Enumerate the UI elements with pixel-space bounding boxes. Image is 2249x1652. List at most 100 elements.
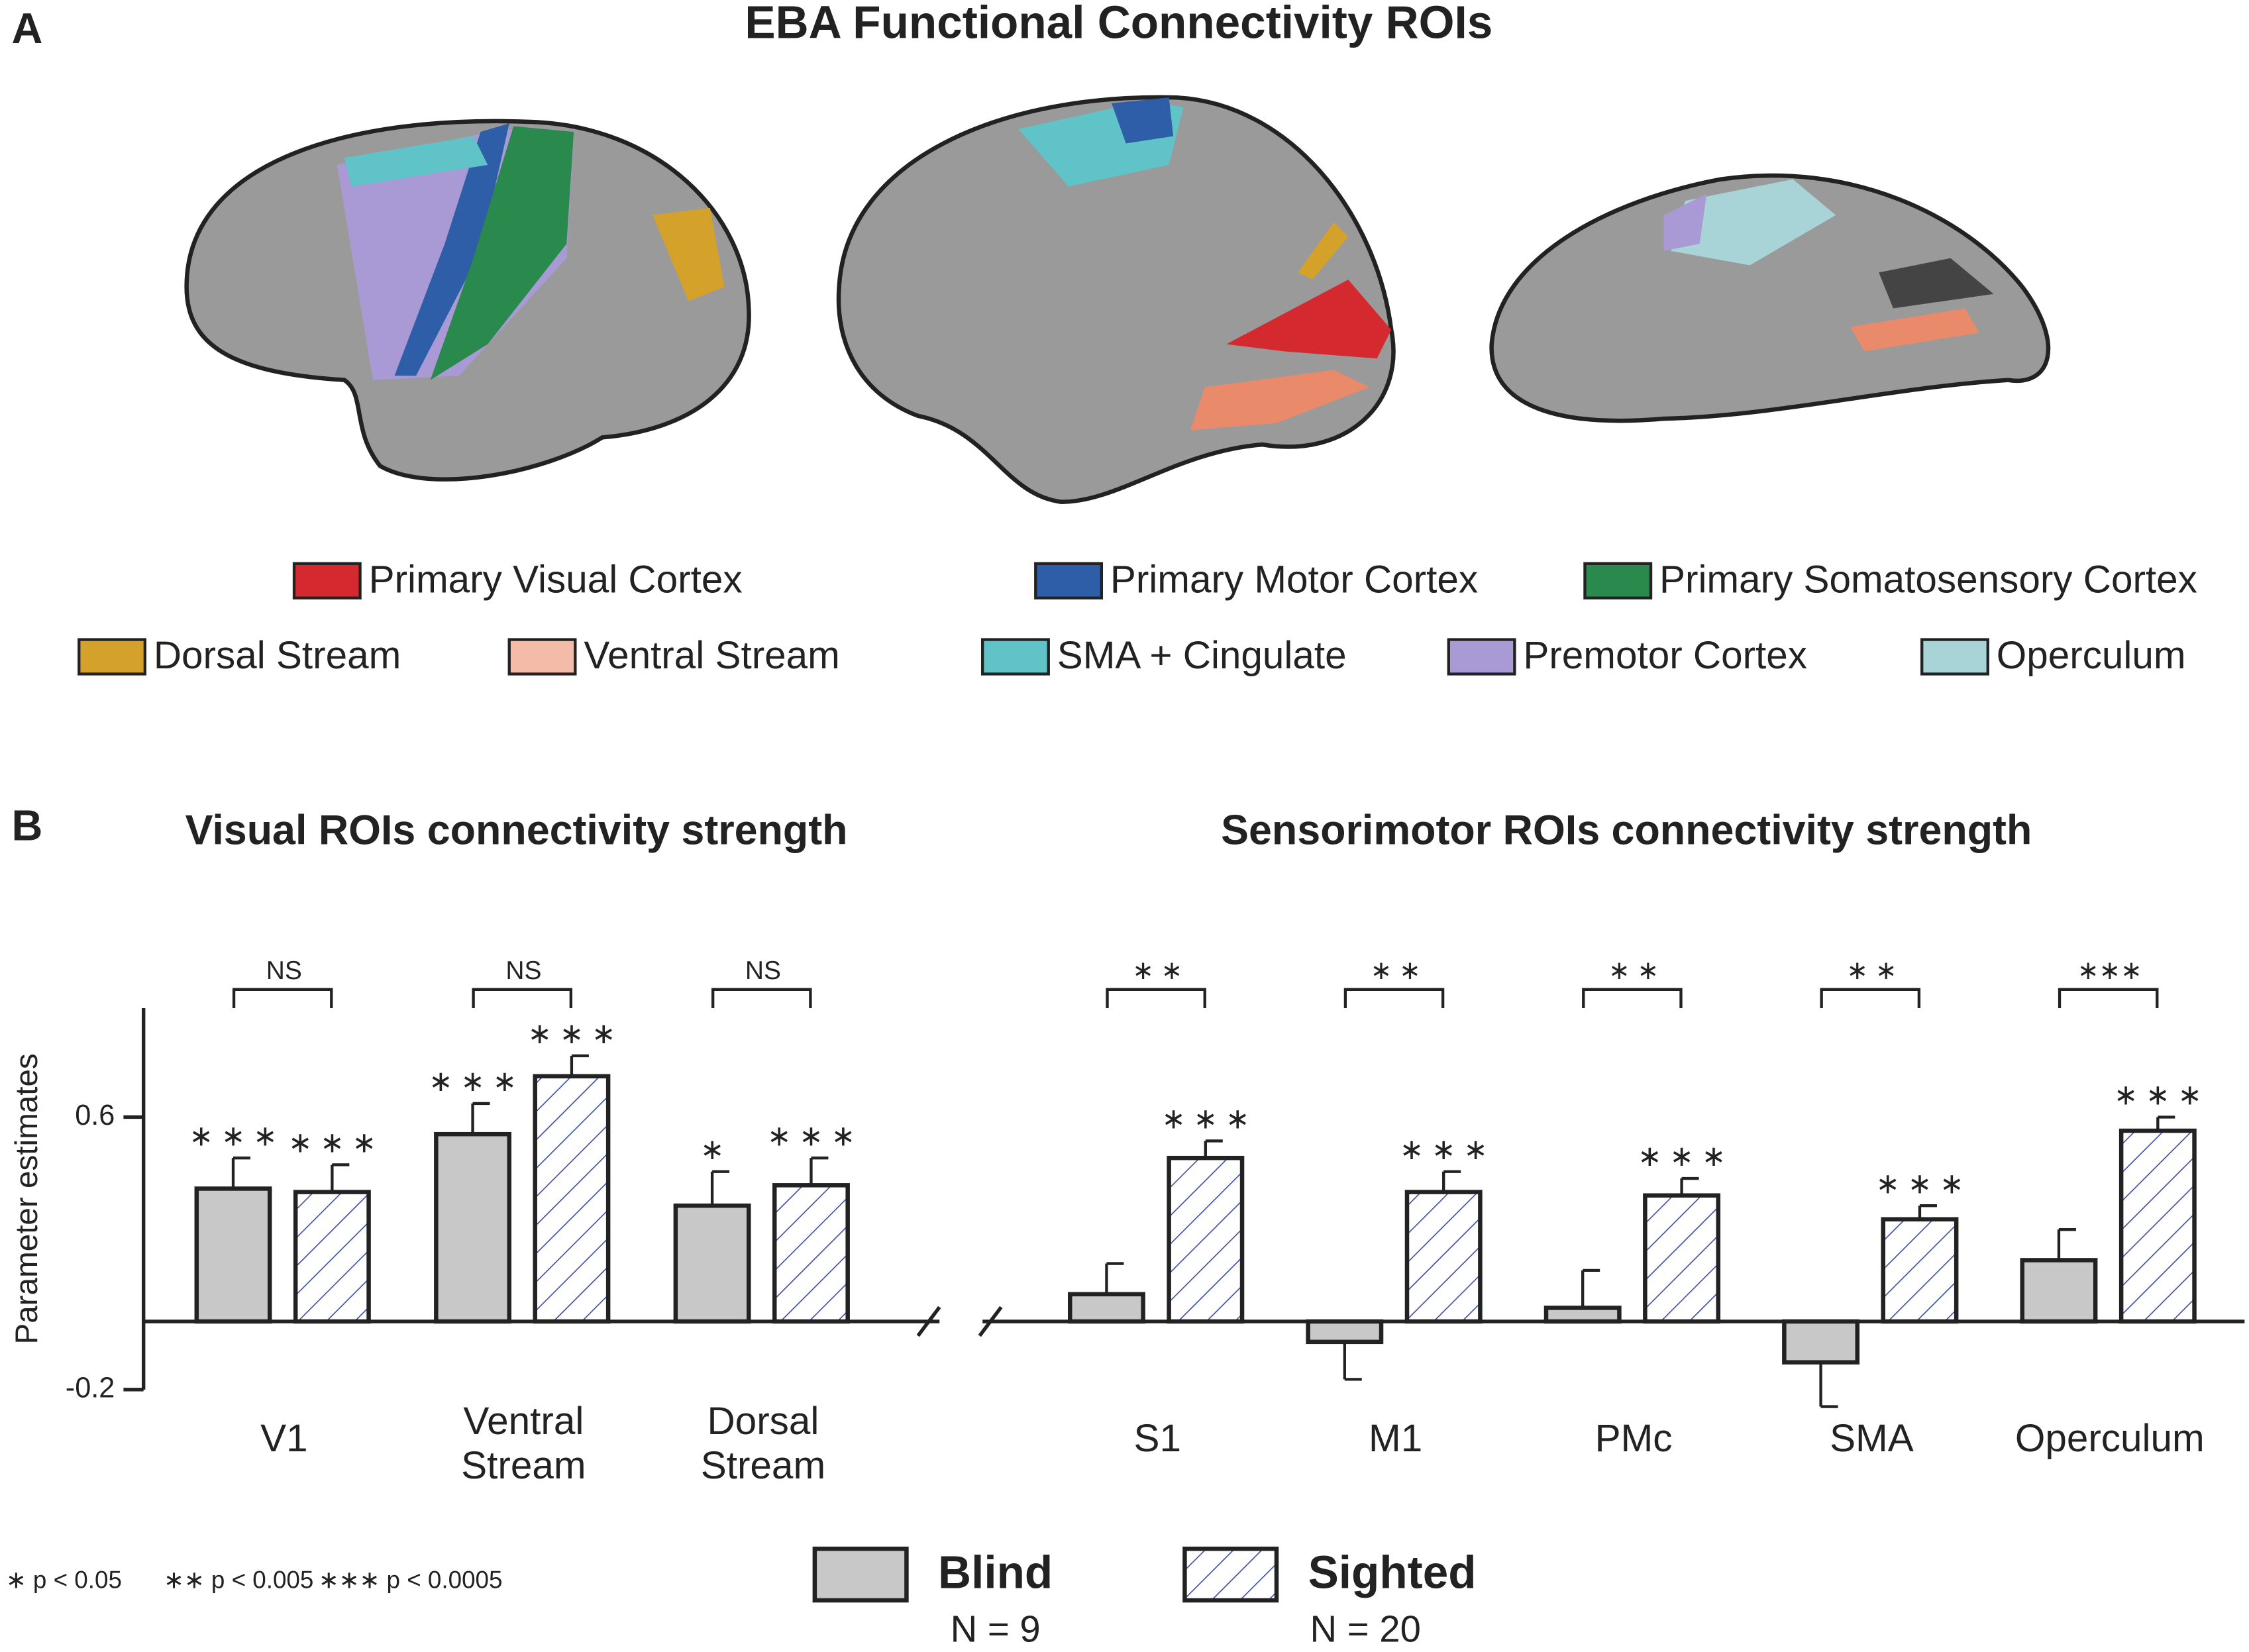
x-tick-label: SMA xyxy=(1830,1416,1914,1460)
x-label-box: Dorsal Stream xyxy=(700,1399,826,1488)
comparison-bracket xyxy=(1820,988,1921,1008)
legend-label: Primary Motor Cortex xyxy=(1110,558,1478,601)
x-tick-label: S1 xyxy=(1133,1416,1182,1460)
legend-n: N = 9 xyxy=(951,1608,1041,1650)
comparison-bracket xyxy=(1582,988,1683,1008)
legend-swatch xyxy=(507,638,577,676)
x-label-box: SMA xyxy=(1830,1416,1914,1460)
x-tick-label: V1 xyxy=(260,1416,308,1460)
x-tick-label: Ventral Stream xyxy=(461,1399,586,1488)
y-tick-label: 0.6 xyxy=(75,1100,115,1131)
significance-label: ∗ ∗ ∗ xyxy=(527,1018,615,1050)
legend-label: Dorsal Stream xyxy=(154,634,401,677)
significance-label: ∗ ∗ ∗ xyxy=(1638,1141,1726,1172)
significance-label: ∗ ∗ ∗ xyxy=(189,1120,278,1152)
comparison-bracket xyxy=(472,988,573,1008)
comparison-bracket xyxy=(2058,988,2159,1008)
comparison-bracket xyxy=(711,988,812,1008)
axis-break xyxy=(978,1306,1003,1337)
legend-swatch xyxy=(981,638,1050,676)
chart-title: Visual ROIs connectivity strength xyxy=(185,807,848,853)
legend-n: N = 20 xyxy=(1310,1608,1421,1650)
legend-label: Premotor Cortex xyxy=(1523,634,1807,677)
comparison-label: ∗∗∗ xyxy=(2077,956,2142,985)
x-tick-label: Dorsal Stream xyxy=(700,1399,826,1488)
comparison-label: ∗ ∗ xyxy=(1371,956,1421,985)
legend-label: Ventral Stream xyxy=(584,634,840,677)
bar xyxy=(2020,1258,2098,1324)
bar xyxy=(772,1183,850,1324)
bar xyxy=(1306,1319,1384,1345)
significance-label: ∗ ∗ ∗ xyxy=(1876,1168,1964,1200)
bar-chart: Visual ROIs connectivity strength Sensori… xyxy=(6,807,2245,1650)
footnote: ∗∗∗ p < 0.0005 xyxy=(319,1567,503,1594)
x-label-box: Ventral Stream xyxy=(461,1399,586,1488)
x-tick-label: M1 xyxy=(1369,1416,1423,1460)
x-tick-label: PMc xyxy=(1595,1416,1673,1460)
legend-swatch xyxy=(1583,562,1653,599)
chart-title: Sensorimotor ROIs connectivity strength xyxy=(1221,807,2032,853)
y-axis-label: Parameter estimates xyxy=(9,1053,44,1344)
legend: Primary Visual Cortex Primary Motor Corte… xyxy=(78,558,2197,677)
bar xyxy=(434,1131,511,1324)
legend-swatch xyxy=(812,1546,909,1603)
y-tick-label: -0.2 xyxy=(66,1372,115,1404)
brain-medial xyxy=(836,95,1396,504)
significance-label: ∗ ∗ ∗ xyxy=(429,1066,517,1098)
bar xyxy=(1167,1155,1245,1324)
comparison-label: NS xyxy=(745,956,781,985)
comparison-label: ∗ ∗ xyxy=(1132,956,1182,985)
legend-swatch xyxy=(1447,638,1516,676)
significance-label: ∗ ∗ ∗ xyxy=(1400,1134,1488,1166)
bar xyxy=(1067,1292,1145,1324)
x-label-box: PMc xyxy=(1595,1416,1673,1460)
legend-swatch xyxy=(292,562,362,599)
x-label-box: M1 xyxy=(1369,1416,1423,1460)
bar xyxy=(293,1190,371,1324)
bar xyxy=(2118,1128,2197,1324)
legend-swatch xyxy=(78,638,147,676)
x-label-box: V1 xyxy=(260,1416,308,1460)
bar xyxy=(673,1203,751,1324)
comparison-bracket xyxy=(232,988,333,1008)
legend-label: Primary Somatosensory Cortex xyxy=(1659,558,2197,601)
panel-title: EBA Functional Connectivity ROIs xyxy=(745,0,1492,48)
x-tick-label: Operculum xyxy=(2014,1416,2205,1460)
legend-swatch xyxy=(1182,1546,1279,1603)
comparison-bracket xyxy=(1343,988,1445,1008)
comparison-bracket xyxy=(1106,988,1206,1008)
comparison-label: ∗ ∗ xyxy=(1608,956,1659,985)
legend-swatch xyxy=(1920,638,1989,676)
axis-break xyxy=(916,1306,941,1337)
significance-label: ∗ ∗ ∗ xyxy=(1161,1104,1249,1135)
significance-label: ∗ ∗ ∗ xyxy=(2114,1080,2202,1111)
legend-label: Operculum xyxy=(1997,634,2186,677)
comparison-label: ∗ ∗ xyxy=(1846,956,1897,985)
brain-lateral xyxy=(184,119,751,482)
significance-label: ∗ ∗ ∗ xyxy=(288,1127,376,1159)
legend-label: SMA + Cingulate xyxy=(1057,634,1347,677)
comparison-label: NS xyxy=(266,956,302,985)
bar xyxy=(1782,1319,1860,1365)
bar xyxy=(1643,1193,1721,1324)
footnote: ∗∗ p < 0.005 xyxy=(164,1567,313,1594)
bar xyxy=(1543,1306,1622,1324)
x-label-box: S1 xyxy=(1133,1416,1182,1460)
bar xyxy=(194,1186,272,1324)
bar xyxy=(533,1074,611,1324)
significance-label: ∗ xyxy=(700,1134,724,1166)
legend-label: Blind xyxy=(938,1547,1053,1598)
brain-ventral xyxy=(1489,173,2051,423)
bar xyxy=(1404,1190,1483,1324)
legend-label: Sighted xyxy=(1308,1547,1477,1598)
significance-label: ∗ ∗ ∗ xyxy=(767,1120,855,1152)
panel-label: B xyxy=(12,801,43,849)
legend-swatch xyxy=(1034,562,1104,599)
legend-label: Primary Visual Cortex xyxy=(369,558,743,601)
x-label-box: Operculum xyxy=(2014,1416,2205,1460)
footnote: ∗ p < 0.05 xyxy=(6,1567,122,1594)
bar xyxy=(1881,1217,1959,1324)
panel-label: A xyxy=(12,4,43,52)
comparison-label: NS xyxy=(505,956,541,985)
